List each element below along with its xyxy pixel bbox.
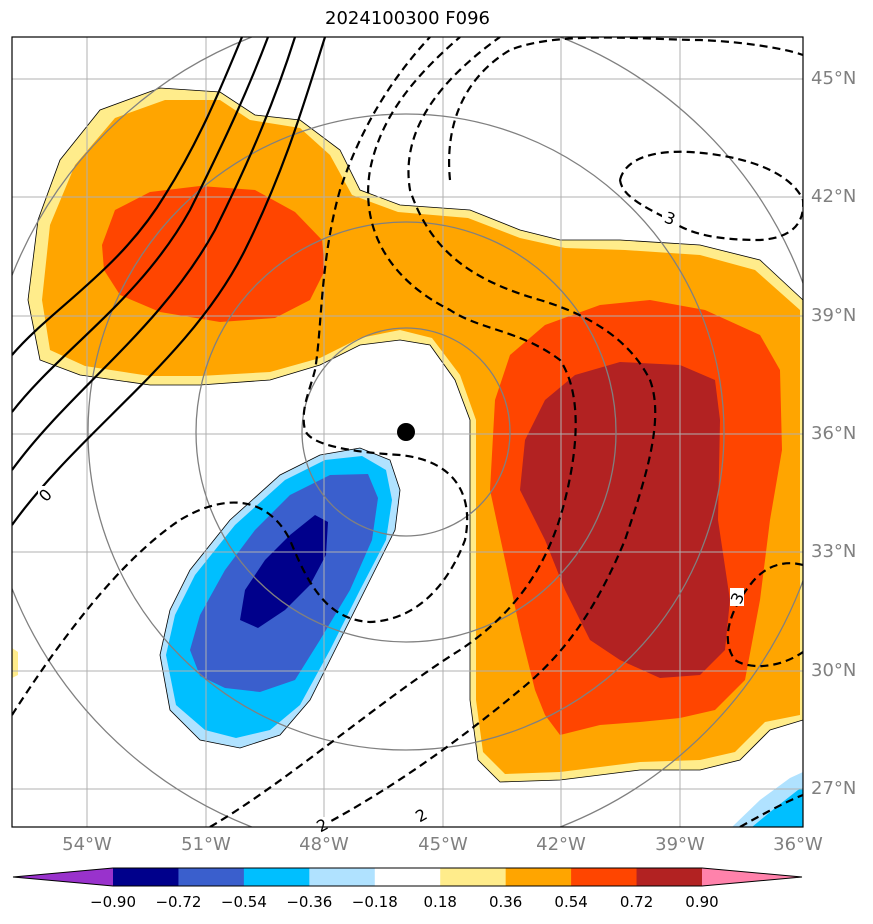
colorbar-tick-label: −0.72 <box>155 893 202 911</box>
colorbar-segment <box>113 868 179 886</box>
colorbar-extension-low <box>13 868 113 886</box>
lon-label-45w: 45°W <box>418 834 468 855</box>
lon-label-48w: 48°W <box>299 834 349 855</box>
colorbar-outline <box>12 867 803 887</box>
lat-label-42n: 42°N <box>811 186 857 207</box>
map-frame <box>11 36 804 828</box>
positive-anomaly-fill <box>28 88 803 782</box>
lat-label-36n: 36°N <box>811 423 857 444</box>
negative-anomaly-fill <box>12 448 803 827</box>
colorbar-tick-label: 0.54 <box>554 893 588 911</box>
colorbar-tick-label: −0.18 <box>351 893 398 911</box>
lon-label-36w: 36°W <box>773 834 823 855</box>
lat-label-39n: 39°N <box>811 305 857 326</box>
colorbar-tick-label: 0.18 <box>423 893 457 911</box>
colorbar-tick-label: 0.90 <box>685 893 719 911</box>
colorbar-segment <box>243 868 310 886</box>
colorbar <box>12 867 803 887</box>
colorbar-tick-label: 0.72 <box>619 893 654 911</box>
lon-label-51w: 51°W <box>181 834 231 855</box>
colorbar-segment <box>636 868 703 886</box>
colorbar-tick-label: 0.36 <box>488 893 523 911</box>
range-rings <box>12 37 803 827</box>
lon-label-42w: 42°W <box>536 834 586 855</box>
lat-lon-grid <box>12 37 803 827</box>
lat-label-33n: 33°N <box>811 541 857 562</box>
lon-label-39w: 39°W <box>655 834 705 855</box>
lat-label-45n: 45°N <box>811 68 857 89</box>
colorbar-segment <box>505 868 572 886</box>
lat-label-30n: 30°N <box>811 660 857 681</box>
colorbar-segment <box>309 868 376 886</box>
lat-label-27n: 27°N <box>811 778 857 799</box>
solid-contours <box>12 37 327 526</box>
colorbar-tick-label: −0.54 <box>220 893 267 911</box>
colorbar-segment <box>571 868 638 886</box>
colorbar-segment <box>374 868 441 886</box>
storm-center-marker <box>397 423 415 441</box>
colorbar-tick-label: −0.90 <box>90 893 136 911</box>
colorbar-extension-high <box>702 868 802 886</box>
colorbar-segment <box>440 868 507 886</box>
lon-label-54w: 54°W <box>62 834 112 855</box>
colorbar-segment <box>178 868 245 886</box>
map-title: 2024100300 F096 <box>325 8 490 29</box>
colorbar-tick-label: −0.36 <box>286 893 333 911</box>
